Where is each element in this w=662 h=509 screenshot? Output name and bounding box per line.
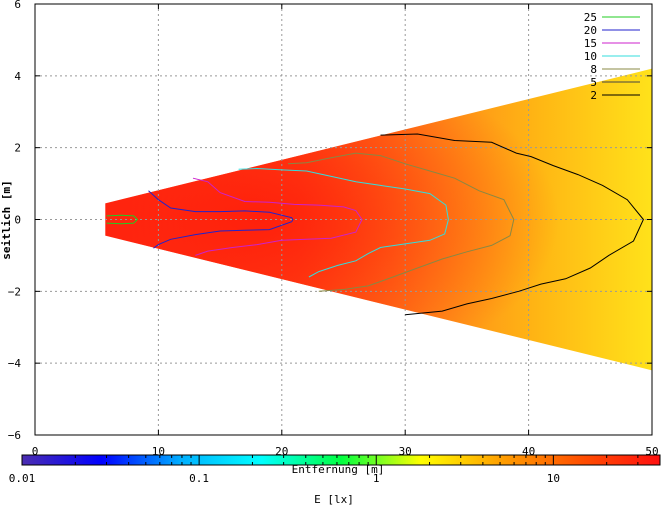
contour-25	[106, 214, 139, 225]
legend-label-10: 10	[584, 50, 597, 63]
contour-lines	[106, 133, 644, 316]
y-tick-label: 0	[14, 214, 21, 227]
y-tick-label: −2	[8, 285, 21, 298]
y-tick-label: 6	[14, 0, 21, 11]
colorbar-tick-label: 0.01	[9, 472, 36, 485]
contour-10	[238, 167, 449, 278]
legend-label-5: 5	[590, 76, 597, 89]
legend-label-15: 15	[584, 37, 597, 50]
y-axis-label: seitlich [m]	[0, 180, 13, 259]
y-tick-label: 2	[14, 142, 21, 155]
legend-label-20: 20	[584, 24, 597, 37]
contour-2	[380, 133, 644, 316]
contour-8	[287, 152, 515, 292]
grid	[35, 4, 652, 435]
colorbar-tick-label: 10	[547, 472, 560, 485]
x-axis-label: Entfernung [m]	[292, 463, 385, 476]
contour-20	[148, 190, 294, 249]
legend-label-8: 8	[590, 63, 597, 76]
legend-label-25: 25	[584, 11, 597, 24]
y-tick-label: −4	[8, 357, 22, 370]
plot-area	[105, 68, 652, 371]
colorbar: 0.01 0.1 1 10	[9, 454, 661, 485]
colorbar-tick-label: 1	[373, 472, 380, 485]
legend-label-2: 2	[590, 89, 597, 102]
y-tick-label: −6	[8, 429, 21, 442]
y-tick-label: 4	[14, 70, 21, 83]
contour-15	[192, 177, 363, 256]
colorbar-tick-label: 0.1	[189, 472, 209, 485]
x-tick-label: 0	[32, 445, 39, 458]
colorbar-label: E [lx]	[314, 493, 354, 505]
illuminated-core	[105, 68, 652, 371]
